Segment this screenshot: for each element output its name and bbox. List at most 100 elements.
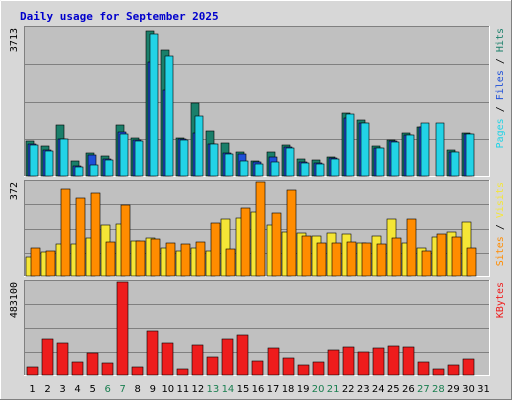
bar-pages-day-5 [89,164,99,177]
bar-kbytes-day-24 [372,347,385,376]
bar-pages-day-24 [375,147,385,177]
x-tick-label-day-19: 19 [297,384,310,395]
bar-sites-day-13 [210,222,221,277]
bar-sites-day-1 [30,247,41,277]
x-tick-label-day-2: 2 [44,384,50,395]
bar-pages-day-23 [360,122,370,177]
x-tick-label-day-5: 5 [89,384,95,395]
x-tick-label-day-15: 15 [237,384,250,395]
panel3-max-label: 483100 [9,282,20,318]
x-tick-label-day-26: 26 [402,384,415,395]
bar-sites-day-14 [225,248,236,277]
panel1-legend-part: Files [495,70,506,100]
x-tick-label-day-29: 29 [447,384,460,395]
bar-sites-day-25 [391,237,402,277]
bar-pages-day-6 [104,159,114,177]
x-tick-label-day-25: 25 [387,384,400,395]
bar-sites-day-22 [346,241,357,277]
bar-kbytes-day-10 [161,342,174,376]
bar-sites-day-18 [286,189,297,277]
x-tick-label-day-14: 14 [222,384,235,395]
panel2-plot: 372 Sites / Visits [9,180,506,277]
x-tick-label-day-21: 21 [327,384,340,395]
x-tick-label-day-16: 16 [252,384,265,395]
bar-pages-day-28 [435,122,445,177]
bar-kbytes-day-12 [191,344,204,376]
bar-sites-day-19 [301,235,312,277]
bar-sites-day-8 [135,240,146,277]
bar-sites-day-20 [316,242,327,277]
bar-pages-day-30 [465,133,475,177]
bar-sites-day-9 [150,238,161,277]
bar-kbytes-day-22 [342,346,355,376]
panel1-legend: Pages / Files / Hits [495,28,506,148]
panel1-legend-part: Pages [495,118,506,148]
bar-kbytes-day-17 [267,347,280,376]
bar-pages-day-25 [390,141,400,177]
x-tick-label-day-12: 12 [192,384,205,395]
bar-sites-day-29 [451,236,462,277]
bar-kbytes-day-15 [236,334,249,376]
panel1-legend-part: Hits [495,28,506,52]
bar-pages-day-15 [239,160,249,177]
x-axis: 1 2 3 4 5 6 7 8 9 10 11 12 13 14 15 16 17 18 19 20 21 22 23 24 2… [29,384,490,395]
bar-pages-day-17 [270,161,280,177]
x-tick-label-day-1: 1 [29,384,35,395]
bar-kbytes-day-2 [41,338,54,376]
x-tick-label-day-28: 28 [432,384,445,395]
bar-sites-day-26 [406,218,417,277]
bar-sites-day-3 [60,188,71,277]
bar-sites-day-28 [436,233,447,277]
bar-sites-day-27 [421,250,432,277]
bar-kbytes-day-27 [417,361,430,376]
bar-kbytes-day-28 [432,368,445,376]
bar-pages-day-8 [134,140,144,177]
bar-sites-day-7 [120,204,131,277]
x-tick-label-day-11: 11 [176,384,189,395]
bar-sites-day-16 [255,181,266,277]
panel1-plot: 3713 Pages / Files / Hits [9,26,506,177]
panel2-legend-part: Sites [495,236,506,266]
bar-sites-day-24 [376,243,387,277]
bar-pages-day-20 [315,163,325,177]
panel3-plot: 483100 KBytes [9,280,506,376]
x-tick-label-day-7: 7 [120,384,126,395]
x-tick-label-day-8: 8 [135,384,141,395]
bar-kbytes-day-25 [387,345,400,376]
x-tick-label-day-17: 17 [267,384,280,395]
bar-sites-day-15 [240,207,251,277]
bar-kbytes-day-7 [116,281,129,376]
bar-pages-day-21 [330,158,340,177]
bar-pages-day-7 [119,133,129,177]
bar-kbytes-day-8 [131,366,144,376]
bar-pages-day-12 [194,115,204,177]
bar-pages-day-3 [59,138,69,177]
bar-pages-day-9 [149,33,159,177]
bar-kbytes-day-6 [101,362,114,376]
bar-kbytes-day-19 [297,364,310,376]
x-tick-label-day-24: 24 [372,384,385,395]
bar-kbytes-day-26 [402,346,415,376]
bar-sites-day-6 [105,241,116,277]
bar-visits-day-14 [220,218,231,277]
bar-kbytes-day-14 [221,338,234,376]
bar-sites-day-23 [361,242,372,277]
x-tick-label-day-23: 23 [357,384,370,395]
bar-pages-day-1 [29,144,39,177]
chart-title: Daily usage for September 2025 [20,10,219,23]
bar-sites-day-17 [271,212,282,277]
bar-sites-day-4 [75,197,86,277]
panel2-legend-part: Visits [495,182,506,218]
x-tick-label-day-22: 22 [342,384,355,395]
panel1-legend-part: / [495,100,506,118]
bar-kbytes-day-3 [56,342,69,376]
bar-sites-day-12 [195,241,206,277]
bar-sites-day-11 [180,243,191,277]
panel2-legend: Sites / Visits [495,182,506,266]
x-tick-label-day-3: 3 [59,384,65,395]
bar-pages-day-13 [209,143,219,177]
bar-kbytes-day-11 [176,368,189,376]
x-tick-label-day-27: 27 [417,384,430,395]
